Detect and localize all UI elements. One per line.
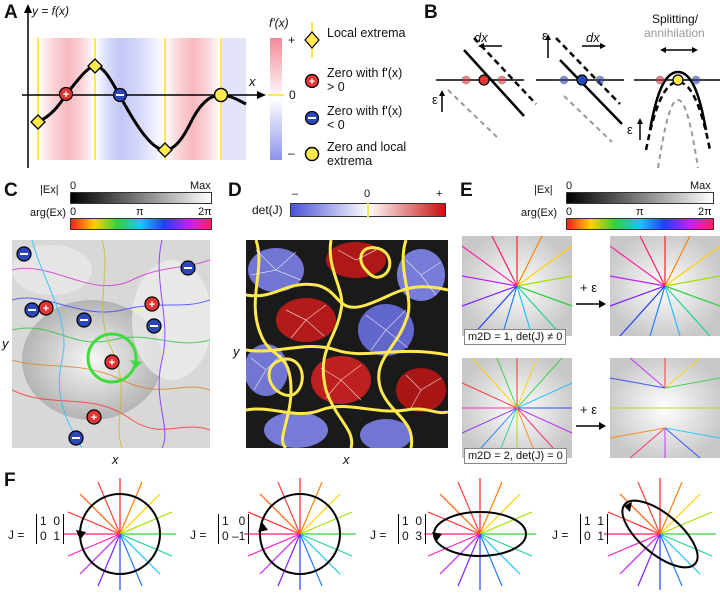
panel-c-x-label: x bbox=[112, 452, 119, 467]
svg-text:+: + bbox=[91, 412, 97, 424]
panel-c-mag-min: 0 bbox=[70, 180, 77, 192]
legend-zero-negative: Zero with f'(x) < 0 bbox=[327, 104, 403, 132]
panel-f-matrix-4-row2: 0 1 bbox=[584, 529, 605, 543]
panel-e-mag-label: |Ex| bbox=[534, 184, 553, 196]
panel-c-field-map: + + + + bbox=[12, 240, 210, 448]
panel-b-eps1: ε bbox=[432, 92, 438, 107]
panel-e-plus-eps-2: + ε bbox=[580, 402, 597, 417]
panel-e-vortex-grid bbox=[462, 236, 720, 459]
panel-b-schematic bbox=[436, 34, 720, 169]
panel-b-eps2: ε bbox=[542, 28, 548, 43]
panel-e-arg-bar bbox=[566, 218, 714, 230]
blue-minus-charges bbox=[16, 246, 196, 446]
panel-f-matrix-3-row1: 1 0 bbox=[402, 514, 423, 528]
panel-c-arg-label: arg(Ex) bbox=[30, 207, 67, 219]
panel-a-plot: + bbox=[22, 4, 284, 168]
panel-e-caption-2: m2D = 2, det(J) = 0 bbox=[464, 448, 567, 464]
yellow-diamond-icon bbox=[304, 31, 320, 49]
red-plus-circle-icon bbox=[304, 73, 320, 89]
panel-f-fields bbox=[63, 477, 717, 591]
panel-f-matrix-1-row2: 0 1 bbox=[40, 529, 61, 543]
panel-c-arg-bar bbox=[70, 218, 212, 230]
panel-label-e: E bbox=[460, 180, 473, 201]
panel-d-det-minus: – bbox=[292, 188, 299, 200]
panel-f-matrix-4-prefix: J = bbox=[552, 528, 569, 542]
panel-f-matrix-2-row1: 1 0 bbox=[222, 514, 246, 528]
panel-f-matrix-2-row2: 0 –1 bbox=[222, 529, 246, 543]
panel-d-y-label: y bbox=[233, 344, 240, 359]
panel-c-mag-label: |Ex| bbox=[40, 184, 59, 196]
panel-b-dx2: dx bbox=[586, 30, 600, 45]
svg-text:+: + bbox=[149, 299, 155, 311]
panel-e-plus-eps-1: + ε bbox=[580, 280, 597, 295]
svg-text:+: + bbox=[109, 357, 115, 369]
panel-d-det-label: det(J) bbox=[252, 203, 283, 217]
panel-c-y-label: y bbox=[2, 336, 9, 351]
svg-text:+: + bbox=[309, 76, 315, 88]
panel-e-mag-max: Max bbox=[690, 180, 711, 192]
panel-d-det-zero: 0 bbox=[364, 188, 371, 200]
panel-a-cbar-plus: + bbox=[288, 33, 296, 47]
panel-b-annihilation: annihilation bbox=[644, 26, 705, 40]
panel-f-matrix-3-row2: 0 3 bbox=[402, 529, 423, 543]
panel-label-a: A bbox=[4, 2, 18, 23]
panel-b-dx1: dx bbox=[474, 30, 488, 45]
panel-f-matrix-1-row1: 1 0 bbox=[40, 514, 61, 528]
panel-c-arg-pi: π bbox=[136, 206, 144, 218]
svg-text:+: + bbox=[43, 303, 49, 315]
panel-f-matrix-4: 1 1 0 1 bbox=[580, 514, 609, 544]
panel-f-matrix-2-prefix: J = bbox=[190, 528, 207, 542]
panel-e-caption-1: m2D = 1, det(J) ≠ 0 bbox=[464, 329, 567, 345]
legend-zero-extrema: Zero and local extrema bbox=[327, 140, 407, 168]
panel-c-arg-2pi: 2π bbox=[198, 206, 212, 218]
panel-d-x-label: x bbox=[343, 452, 350, 467]
panel-a-cbar-minus: – bbox=[288, 146, 295, 160]
panel-c-mag-bar bbox=[70, 192, 212, 204]
panel-c-mag-max: Max bbox=[190, 180, 211, 192]
panel-e-arg-pi: π bbox=[636, 206, 644, 218]
panel-e-mag-bar bbox=[566, 192, 714, 204]
panel-a-x-axis-label: x bbox=[249, 74, 256, 89]
panel-a-cbar-title: f'(x) bbox=[269, 16, 289, 30]
panel-f-matrix-2: 1 0 0 –1 bbox=[218, 514, 250, 544]
panel-f-matrix-3: 1 0 0 3 bbox=[398, 514, 427, 544]
yellow-circle-icon bbox=[304, 146, 320, 162]
legend-zero-positive: Zero with f'(x) > 0 bbox=[327, 66, 403, 94]
panel-a-cbar-zero: 0 bbox=[289, 88, 296, 102]
panel-e-mag-min: 0 bbox=[566, 180, 573, 192]
panel-a-y-axis-label: y = f(x) bbox=[32, 4, 70, 18]
panel-label-d: D bbox=[228, 180, 242, 201]
panel-label-b: B bbox=[424, 2, 438, 23]
panel-d-det-zero-mark bbox=[367, 203, 369, 217]
panel-b-eps3: ε bbox=[627, 122, 633, 137]
panel-label-f: F bbox=[4, 470, 16, 491]
panel-d-det-plus: + bbox=[436, 188, 443, 200]
svg-text:+: + bbox=[63, 89, 69, 101]
panel-f-matrix-1: 1 0 0 1 bbox=[36, 514, 65, 544]
legend-local-extrema: Local extrema bbox=[327, 26, 406, 40]
panel-f-matrix-1-prefix: J = bbox=[8, 528, 25, 542]
panel-e-arg-label: arg(Ex) bbox=[521, 207, 558, 219]
panel-e-arg-2pi: 2π bbox=[698, 206, 712, 218]
panel-f-matrix-3-prefix: J = bbox=[370, 528, 387, 542]
panel-label-c: C bbox=[4, 180, 18, 201]
panel-a-legend-icons: + bbox=[304, 22, 320, 162]
panel-c-arg-0: 0 bbox=[70, 206, 77, 218]
panel-e-arg-0: 0 bbox=[566, 206, 573, 218]
panel-b-splitting: Splitting/ bbox=[652, 12, 699, 26]
panel-f-matrix-4-row1: 1 1 bbox=[584, 514, 605, 528]
panel-d-det-map bbox=[246, 240, 448, 448]
